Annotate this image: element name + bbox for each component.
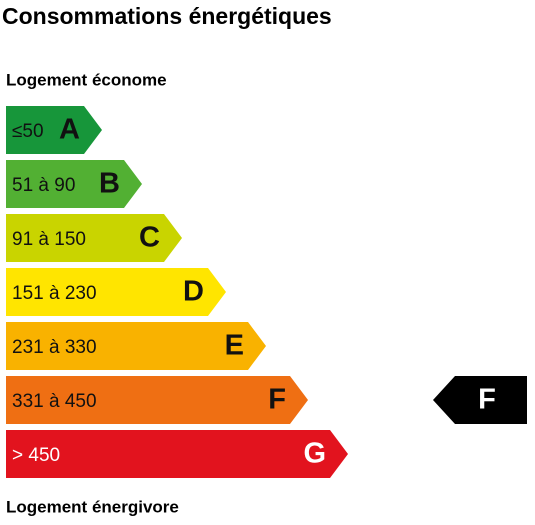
class-range: > 450 [12, 445, 60, 466]
class-letter: C [139, 222, 160, 254]
class-letter: G [303, 438, 326, 470]
class-bar [6, 430, 348, 478]
class-letter: B [99, 168, 120, 200]
indicator-letter: F [478, 384, 496, 416]
class-range: 91 à 150 [12, 229, 86, 250]
class-range: 331 à 450 [12, 391, 97, 412]
class-range: 151 à 230 [12, 283, 97, 304]
class-bar [6, 268, 226, 316]
class-range: 51 à 90 [12, 175, 75, 196]
class-letter: A [59, 114, 80, 146]
class-range: ≤50 [12, 121, 44, 142]
class-letter: D [183, 276, 204, 308]
class-bar [6, 160, 142, 208]
class-range: 231 à 330 [12, 337, 97, 358]
class-letter: E [225, 330, 244, 362]
title: Consommations énergétiques [2, 3, 332, 29]
class-bar [6, 106, 102, 154]
class-bar [6, 214, 182, 262]
class-bar [6, 322, 266, 370]
bottom-label: Logement énergivore [6, 497, 179, 516]
class-bar [6, 376, 308, 424]
class-letter: F [268, 384, 286, 416]
top-label: Logement économe [6, 70, 167, 89]
indicator-arrow [433, 376, 527, 424]
